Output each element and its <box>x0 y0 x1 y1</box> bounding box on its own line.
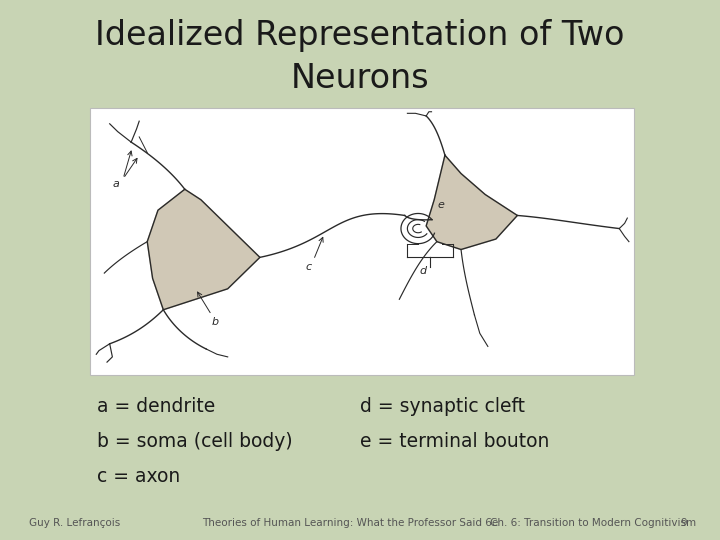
Text: b = soma (cell body): b = soma (cell body) <box>97 432 293 451</box>
Polygon shape <box>426 155 518 249</box>
Text: Idealized Representation of Two: Idealized Representation of Two <box>95 19 625 52</box>
Text: 9: 9 <box>680 518 687 528</box>
Text: e = terminal bouton: e = terminal bouton <box>360 432 549 451</box>
Polygon shape <box>148 189 260 310</box>
Text: Neurons: Neurons <box>291 62 429 95</box>
Text: d = synaptic cleft: d = synaptic cleft <box>360 397 525 416</box>
Text: d: d <box>420 266 427 276</box>
Text: a = dendrite: a = dendrite <box>97 397 215 416</box>
Text: e: e <box>438 200 445 210</box>
Text: c: c <box>305 262 312 273</box>
Text: Theories of Human Learning: What the Professor Said 6e: Theories of Human Learning: What the Pro… <box>202 518 498 528</box>
Text: Guy R. Lefrançois: Guy R. Lefrançois <box>29 518 120 528</box>
Text: b: b <box>212 318 219 327</box>
Text: Ch. 6: Transition to Modern Cognitivism: Ch. 6: Transition to Modern Cognitivism <box>490 518 696 528</box>
Text: c = axon: c = axon <box>97 467 181 486</box>
FancyBboxPatch shape <box>90 108 634 375</box>
Text: a: a <box>112 179 120 188</box>
